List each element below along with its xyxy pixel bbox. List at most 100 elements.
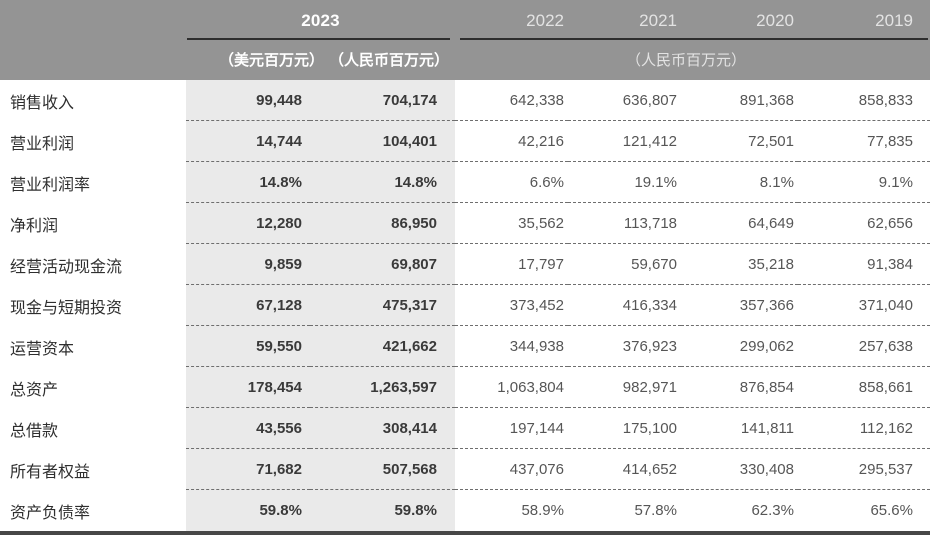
cell-2023-usd: 12,280 [186, 203, 310, 244]
cell-2021: 113,718 [568, 203, 681, 244]
row-label: 现金与短期投资 [10, 299, 123, 317]
table-row: 营业利润 14,744 104,401 42,216 121,412 72,50… [0, 121, 930, 162]
cell-2019: 9.1% [798, 162, 930, 203]
cell-2019: 62,656 [798, 203, 930, 244]
cell-2021: 57.8% [634, 502, 677, 519]
row-label: 营业利润率 [10, 176, 91, 194]
cell-2021: 414,652 [568, 449, 681, 490]
row-label: 净利润 [10, 217, 59, 235]
cell-2021: 175,100 [568, 408, 681, 449]
row-label: 总借款 [10, 422, 59, 440]
cell-2022: 642,338 [455, 80, 568, 121]
unit-rmb-millions-label: （人民币百万元） [328, 51, 449, 69]
cell-2020: 330,408 [681, 449, 798, 490]
cell-2020: 891,368 [681, 80, 798, 121]
cell-2020: 64,649 [681, 203, 798, 244]
cell-2022: 437,076 [455, 449, 568, 490]
cell-2023-usd: 14,744 [186, 121, 310, 162]
cell-2023-rmb: 308,414 [310, 408, 455, 449]
cell-2023-usd: 67,128 [186, 285, 310, 326]
cell-2023-rmb: 86,950 [310, 203, 455, 244]
cell-2023-usd: 178,454 [186, 367, 310, 408]
cell-2023-rmb: 1,263,597 [310, 367, 455, 408]
unit-header-current: （美元百万元） （人民币百万元） [186, 49, 455, 70]
cell-2019: 858,833 [798, 80, 930, 121]
cell-2023-usd: 71,682 [186, 449, 310, 490]
cell-2023-rmb: 507,568 [310, 449, 455, 490]
cell-2022: 58.9% [521, 502, 564, 519]
cell-2020: 8.1% [681, 162, 798, 203]
table-row: 净利润 12,280 86,950 35,562 113,718 64,649 … [0, 203, 930, 244]
cell-2019: 77,835 [798, 121, 930, 162]
cell-2022: 17,797 [455, 244, 568, 285]
cell-2022: 373,452 [455, 285, 568, 326]
cell-2023-usd: 14.8% [186, 162, 310, 203]
cell-2021: 982,971 [568, 367, 681, 408]
unit-header-row: （美元百万元） （人民币百万元） （人民币百万元） [0, 42, 930, 80]
cell-2023-usd: 43,556 [186, 408, 310, 449]
column-header-2022: 2022 [526, 11, 564, 30]
column-header-2020: 2020 [756, 11, 794, 30]
cell-2023-rmb: 104,401 [310, 121, 455, 162]
row-label: 经营活动现金流 [10, 258, 123, 276]
cell-2022: 42,216 [455, 121, 568, 162]
cell-2023-rmb: 421,662 [310, 326, 455, 367]
cell-2021: 19.1% [568, 162, 681, 203]
cell-2020: 141,811 [681, 408, 798, 449]
table-row: 总资产 178,454 1,263,597 1,063,804 982,971 … [0, 367, 930, 408]
cell-2022: 1,063,804 [455, 367, 568, 408]
cell-2023-rmb: 475,317 [310, 285, 455, 326]
table-row: 现金与短期投资 67,128 475,317 373,452 416,334 3… [0, 285, 930, 326]
table-row: 资产负债率 59.8% 59.8% 58.9% 57.8% 62.3% 65.6… [0, 490, 930, 531]
column-header-2019: 2019 [875, 11, 913, 30]
table-row: 总借款 43,556 308,414 197,144 175,100 141,8… [0, 408, 930, 449]
cell-2019: 91,384 [798, 244, 930, 285]
table-row: 营业利润率 14.8% 14.8% 6.6% 19.1% 8.1% 9.1% [0, 162, 930, 203]
current-year-underline [187, 38, 450, 40]
cell-2021: 376,923 [568, 326, 681, 367]
table-row: 运营资本 59,550 421,662 344,938 376,923 299,… [0, 326, 930, 367]
table-bottom-rule [0, 531, 930, 535]
cell-2020: 876,854 [681, 367, 798, 408]
cell-2023-rmb: 69,807 [310, 244, 455, 285]
table-row: 销售收入 99,448 704,174 642,338 636,807 891,… [0, 80, 930, 121]
table-row: 所有者权益 71,682 507,568 437,076 414,652 330… [0, 449, 930, 490]
cell-2022: 35,562 [455, 203, 568, 244]
cell-2023-usd: 99,448 [186, 80, 310, 121]
cell-2023-usd: 59.8% [186, 490, 310, 531]
cell-2019: 257,638 [798, 326, 930, 367]
cell-2020: 62.3% [751, 502, 794, 519]
cell-2019: 371,040 [798, 285, 930, 326]
cell-2023-usd: 9,859 [186, 244, 310, 285]
cell-2020: 35,218 [681, 244, 798, 285]
row-label: 资产负债率 [10, 504, 91, 522]
cell-2020: 357,366 [681, 285, 798, 326]
cell-2019: 112,162 [798, 408, 930, 449]
prior-years-underline [460, 38, 928, 40]
cell-2021: 59,670 [568, 244, 681, 285]
cell-2021: 121,412 [568, 121, 681, 162]
cell-2021: 416,334 [568, 285, 681, 326]
cell-2022: 6.6% [455, 162, 568, 203]
column-header-2021: 2021 [639, 11, 677, 30]
unit-header-prior-rmb: （人民币百万元） [625, 51, 746, 69]
year-header-row: 2023 2022 2021 2020 2019 [0, 0, 930, 42]
cell-2019: 65.6% [870, 502, 913, 519]
row-label: 运营资本 [10, 340, 75, 358]
cell-2022: 344,938 [455, 326, 568, 367]
cell-2022: 197,144 [455, 408, 568, 449]
cell-2019: 295,537 [798, 449, 930, 490]
table-header: 2023 2022 2021 2020 2019 （美元百万元） （人民币百万元… [0, 0, 930, 80]
unit-usd-millions-label: （美元百万元） [218, 51, 324, 69]
cell-2023-usd: 59,550 [186, 326, 310, 367]
financial-summary-table: 销售收入 99,448 704,174 642,338 636,807 891,… [0, 80, 930, 531]
cell-2021: 636,807 [568, 80, 681, 121]
row-label: 总资产 [10, 381, 59, 399]
row-label: 所有者权益 [10, 463, 91, 481]
table-row: 经营活动现金流 9,859 69,807 17,797 59,670 35,21… [0, 244, 930, 285]
column-header-2023: 2023 [301, 11, 340, 30]
row-label: 销售收入 [10, 94, 75, 112]
cell-2023-rmb: 704,174 [310, 80, 455, 121]
cell-2023-rmb: 14.8% [310, 162, 455, 203]
